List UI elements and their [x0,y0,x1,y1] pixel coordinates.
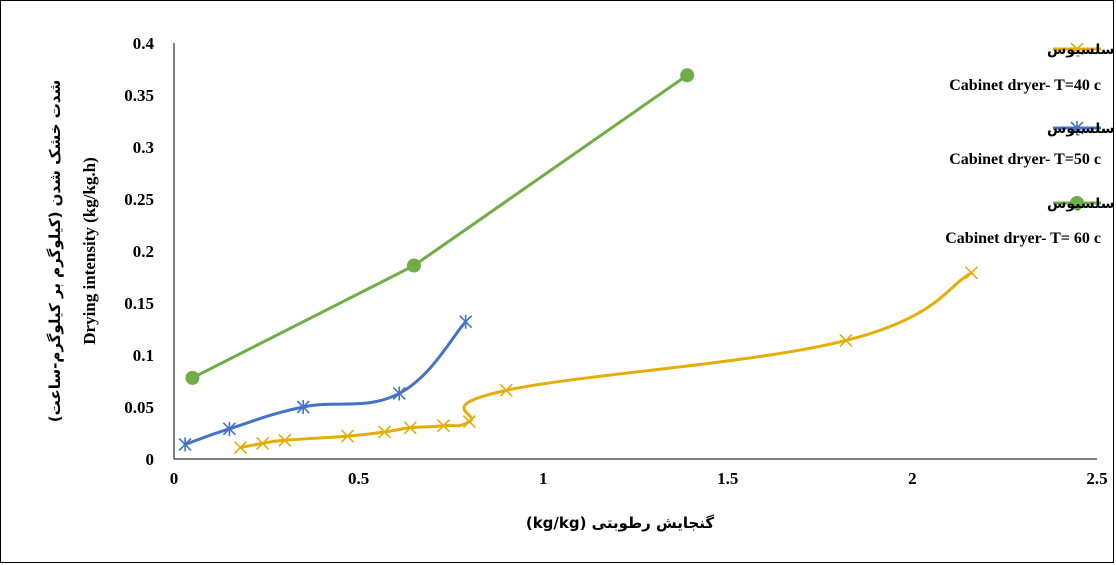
x-tick-label: 2.5 [1086,469,1107,488]
series-line [183,320,468,446]
x-axis-title: گنجایش رطوبتی (kg/kg) [526,514,715,532]
axes [173,43,1097,460]
x-tick-label: 2 [908,469,917,488]
y-tick-label: 0.3 [133,138,154,157]
data-point [278,433,292,447]
y-tick-label: 0.05 [124,398,154,417]
legend-marker-50c [1070,121,1084,135]
y-tick-label: 0.2 [133,242,154,261]
legend-label-fa-50c: خشک کن کابینتی- دمای ۵۰ درجه سلسیوس [1047,121,1116,137]
data-point [377,425,392,439]
data-point [178,437,192,452]
series-layer [178,68,979,455]
legend: خشک کن کابینتی- دمای ۴۰ درجه سلسیوس Cabi… [945,42,1116,247]
data-point [459,314,473,329]
series-2 [185,68,695,385]
legend-label-fa-60c: خشک کن کابینتی- دمای ۶۰ درجه سلسیوس [1047,196,1116,212]
y-tick-label: 0.1 [133,346,154,365]
legend-marker-glyph [1070,196,1084,210]
y-axis-title-fa: شدت خشک شدن (کیلوگرم بر کیلوگرم-ساعت) [46,80,64,423]
data-point [222,421,236,436]
y-tick-labels: 0 0.05 0.1 0.15 0.2 0.25 0.3 0.35 0.4 [124,34,154,469]
y-tick-label: 0 [146,450,155,469]
x-tick-label: 0 [170,469,179,488]
series-0 [233,266,979,455]
legend-item-60c: خشک کن کابینتی- دمای ۶۰ درجه سلسیوس Cabi… [945,196,1116,247]
data-point [462,414,476,429]
legend-marker-glyph [1070,121,1084,135]
data-point [406,258,421,273]
data-point [839,333,853,348]
y-tick-label: 0.35 [124,86,154,105]
y-axis-title-en: Drying intensity (kg/kg.h) [80,157,99,345]
data-point [680,68,695,83]
data-point [499,383,513,397]
data-point [340,429,355,443]
data-point [964,266,979,280]
data-point [256,436,270,450]
data-point [233,440,248,455]
data-point [296,400,310,414]
legend-marker-40c [1070,42,1084,56]
y-tick-label: 0.15 [124,294,154,313]
data-point [185,370,200,385]
legend-marker-glyph [1070,42,1084,56]
x-tick-label: 1 [539,469,548,488]
data-point [436,419,451,433]
series-line [190,73,689,380]
legend-label-en-40c: Cabinet dryer- T=40 c [949,77,1101,94]
legend-label-en-50c: Cabinet dryer- T=50 c [949,151,1101,168]
series-1 [178,314,473,452]
legend-label-fa-40c: خشک کن کابینتی- دمای ۴۰ درجه سلسیوس [1047,42,1116,58]
y-tick-label: 0.4 [133,34,155,53]
legend-marker-60c [1070,196,1084,210]
legend-label-en-60c: Cabinet dryer- T= 60 c [945,230,1101,247]
legend-item-50c: خشک کن کابینتی- دمای ۵۰ درجه سلسیوس Cabi… [949,121,1116,168]
x-tick-label: 0.5 [348,469,369,488]
data-point [392,386,406,401]
x-tick-label: 1.5 [717,469,738,488]
data-point [403,421,417,435]
x-tick-labels: 0 0.5 1 1.5 2 2.5 [170,469,1108,488]
legend-item-40c: خشک کن کابینتی- دمای ۴۰ درجه سلسیوس Cabi… [949,42,1116,94]
y-tick-label: 0.25 [124,190,154,209]
